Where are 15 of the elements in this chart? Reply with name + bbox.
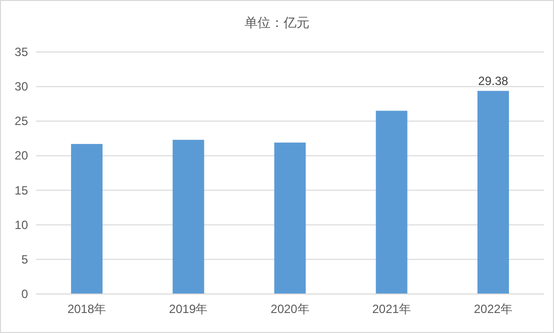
y-tick-label: 5 [21,252,28,266]
y-tick-label: 15 [14,183,28,198]
y-tick-label: 20 [14,148,28,163]
y-tick-label: 10 [14,218,28,232]
y-tick-label: 25 [14,114,28,128]
y-tick-label: 0 [21,287,28,301]
x-tick-label: 2018年 [67,302,106,316]
x-tick-label: 2022年 [474,302,513,316]
y-tick-label: 35 [14,45,28,59]
x-tick-label: 2020年 [270,302,310,316]
x-tick-label: 2021年 [372,302,411,316]
y-tick-label: 30 [14,80,28,94]
data-label: 29.38 [478,74,509,88]
x-tick-label: 2019年 [169,302,208,316]
chart-title: 单位：亿元 [244,15,310,30]
